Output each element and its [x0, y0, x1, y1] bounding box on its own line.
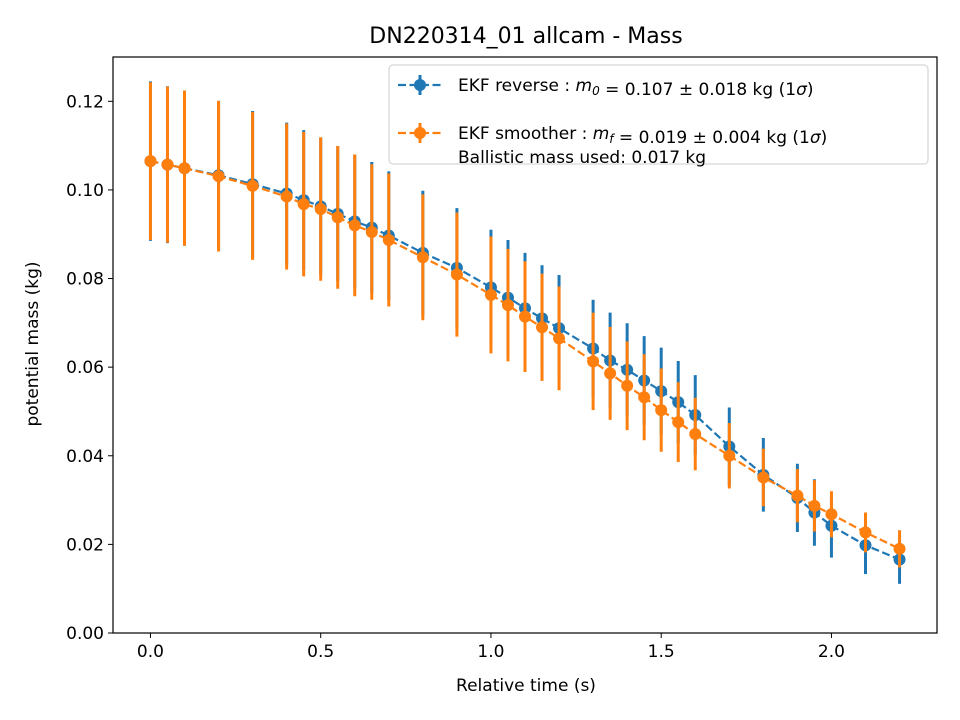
y-axis-label: potential mass (kg)	[23, 261, 43, 426]
legend-ballistic-text: Ballistic mass used: 0.017 kg	[458, 148, 706, 168]
data-point	[536, 321, 549, 334]
legend-box	[388, 64, 929, 165]
data-point	[484, 288, 497, 301]
plot-area	[144, 81, 906, 584]
data-point	[553, 332, 566, 345]
data-point	[144, 155, 157, 168]
legend-marker	[414, 127, 426, 139]
data-point	[365, 226, 378, 239]
y-tick-label: 0.04	[66, 447, 104, 467]
data-point	[519, 310, 531, 323]
chart-title: DN220314_01 allcam - Mass	[369, 24, 682, 49]
axes: 0.0 0.5 1.0 1.5 2.0 0.00 0.02 0.04 0.06 0.08 0.10 0…	[66, 56, 938, 662]
legend-entry-text: EKF smoother : mf = 0.019 ± 0.004 kg (1σ…	[458, 124, 827, 148]
x-tick-label: 0.0	[137, 642, 164, 662]
y-tick-label: 0.08	[66, 270, 104, 290]
data-point	[382, 233, 395, 246]
data-point	[723, 449, 736, 462]
data-point	[672, 416, 685, 429]
data-point	[416, 251, 429, 264]
data-point	[161, 158, 174, 171]
data-point	[791, 489, 804, 502]
data-point	[825, 508, 838, 521]
data-point	[501, 299, 514, 312]
legend-entry-text: EKF reverse : m0 = 0.107 ± 0.018 kg (1σ)	[458, 76, 813, 100]
data-point	[689, 428, 702, 441]
data-point	[808, 499, 821, 512]
data-point	[331, 211, 344, 224]
data-point	[621, 379, 634, 392]
data-point	[178, 162, 191, 175]
data-point	[314, 202, 327, 215]
data-point	[757, 471, 770, 484]
y-tick-label: 0.06	[66, 358, 104, 378]
y-tick-label: 0.00	[66, 624, 104, 644]
x-tick-label: 2.0	[818, 642, 845, 662]
axes-frame	[112, 56, 938, 634]
series-1	[144, 82, 906, 568]
data-point	[893, 542, 906, 555]
data-point	[638, 391, 651, 404]
data-point	[280, 190, 293, 203]
data-point	[587, 355, 600, 368]
x-tick-label: 0.5	[307, 642, 334, 662]
y-tick-label: 0.12	[66, 92, 104, 112]
legend-marker	[414, 79, 426, 91]
data-point	[246, 179, 259, 192]
x-tick-label: 1.0	[477, 642, 504, 662]
data-point	[297, 198, 310, 211]
data-point	[859, 526, 872, 539]
data-point	[348, 219, 361, 232]
y-tick-label: 0.02	[66, 535, 104, 555]
legend: EKF reverse : m0 = 0.107 ± 0.018 kg (1σ)…	[388, 64, 929, 168]
x-axis-label: Relative time (s)	[456, 676, 596, 696]
data-point	[450, 268, 463, 281]
data-point	[604, 367, 617, 380]
data-point	[655, 404, 668, 417]
x-tick-label: 1.5	[648, 642, 675, 662]
y-tick-label: 0.10	[66, 181, 104, 201]
data-point	[212, 170, 225, 183]
